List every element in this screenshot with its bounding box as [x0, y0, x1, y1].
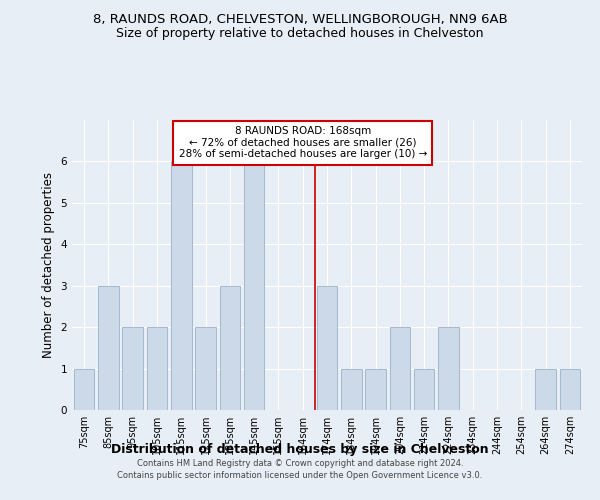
Bar	[560, 368, 580, 410]
Bar	[317, 286, 337, 410]
Bar	[220, 286, 240, 410]
Bar	[535, 368, 556, 410]
Text: Contains HM Land Registry data © Crown copyright and database right 2024.
Contai: Contains HM Land Registry data © Crown c…	[118, 458, 482, 480]
Bar	[146, 327, 167, 410]
Bar	[74, 368, 94, 410]
Text: Size of property relative to detached houses in Chelveston: Size of property relative to detached ho…	[116, 28, 484, 40]
Text: 8, RAUNDS ROAD, CHELVESTON, WELLINGBOROUGH, NN9 6AB: 8, RAUNDS ROAD, CHELVESTON, WELLINGBOROU…	[92, 12, 508, 26]
Bar	[122, 327, 143, 410]
Bar	[98, 286, 119, 410]
Text: 8 RAUNDS ROAD: 168sqm
← 72% of detached houses are smaller (26)
28% of semi-deta: 8 RAUNDS ROAD: 168sqm ← 72% of detached …	[179, 126, 427, 160]
Bar	[365, 368, 386, 410]
Bar	[438, 327, 459, 410]
Bar	[171, 162, 191, 410]
Bar	[244, 162, 265, 410]
Bar	[389, 327, 410, 410]
Bar	[195, 327, 216, 410]
Bar	[414, 368, 434, 410]
Bar	[341, 368, 362, 410]
Text: Distribution of detached houses by size in Chelveston: Distribution of detached houses by size …	[111, 442, 489, 456]
Y-axis label: Number of detached properties: Number of detached properties	[42, 172, 55, 358]
